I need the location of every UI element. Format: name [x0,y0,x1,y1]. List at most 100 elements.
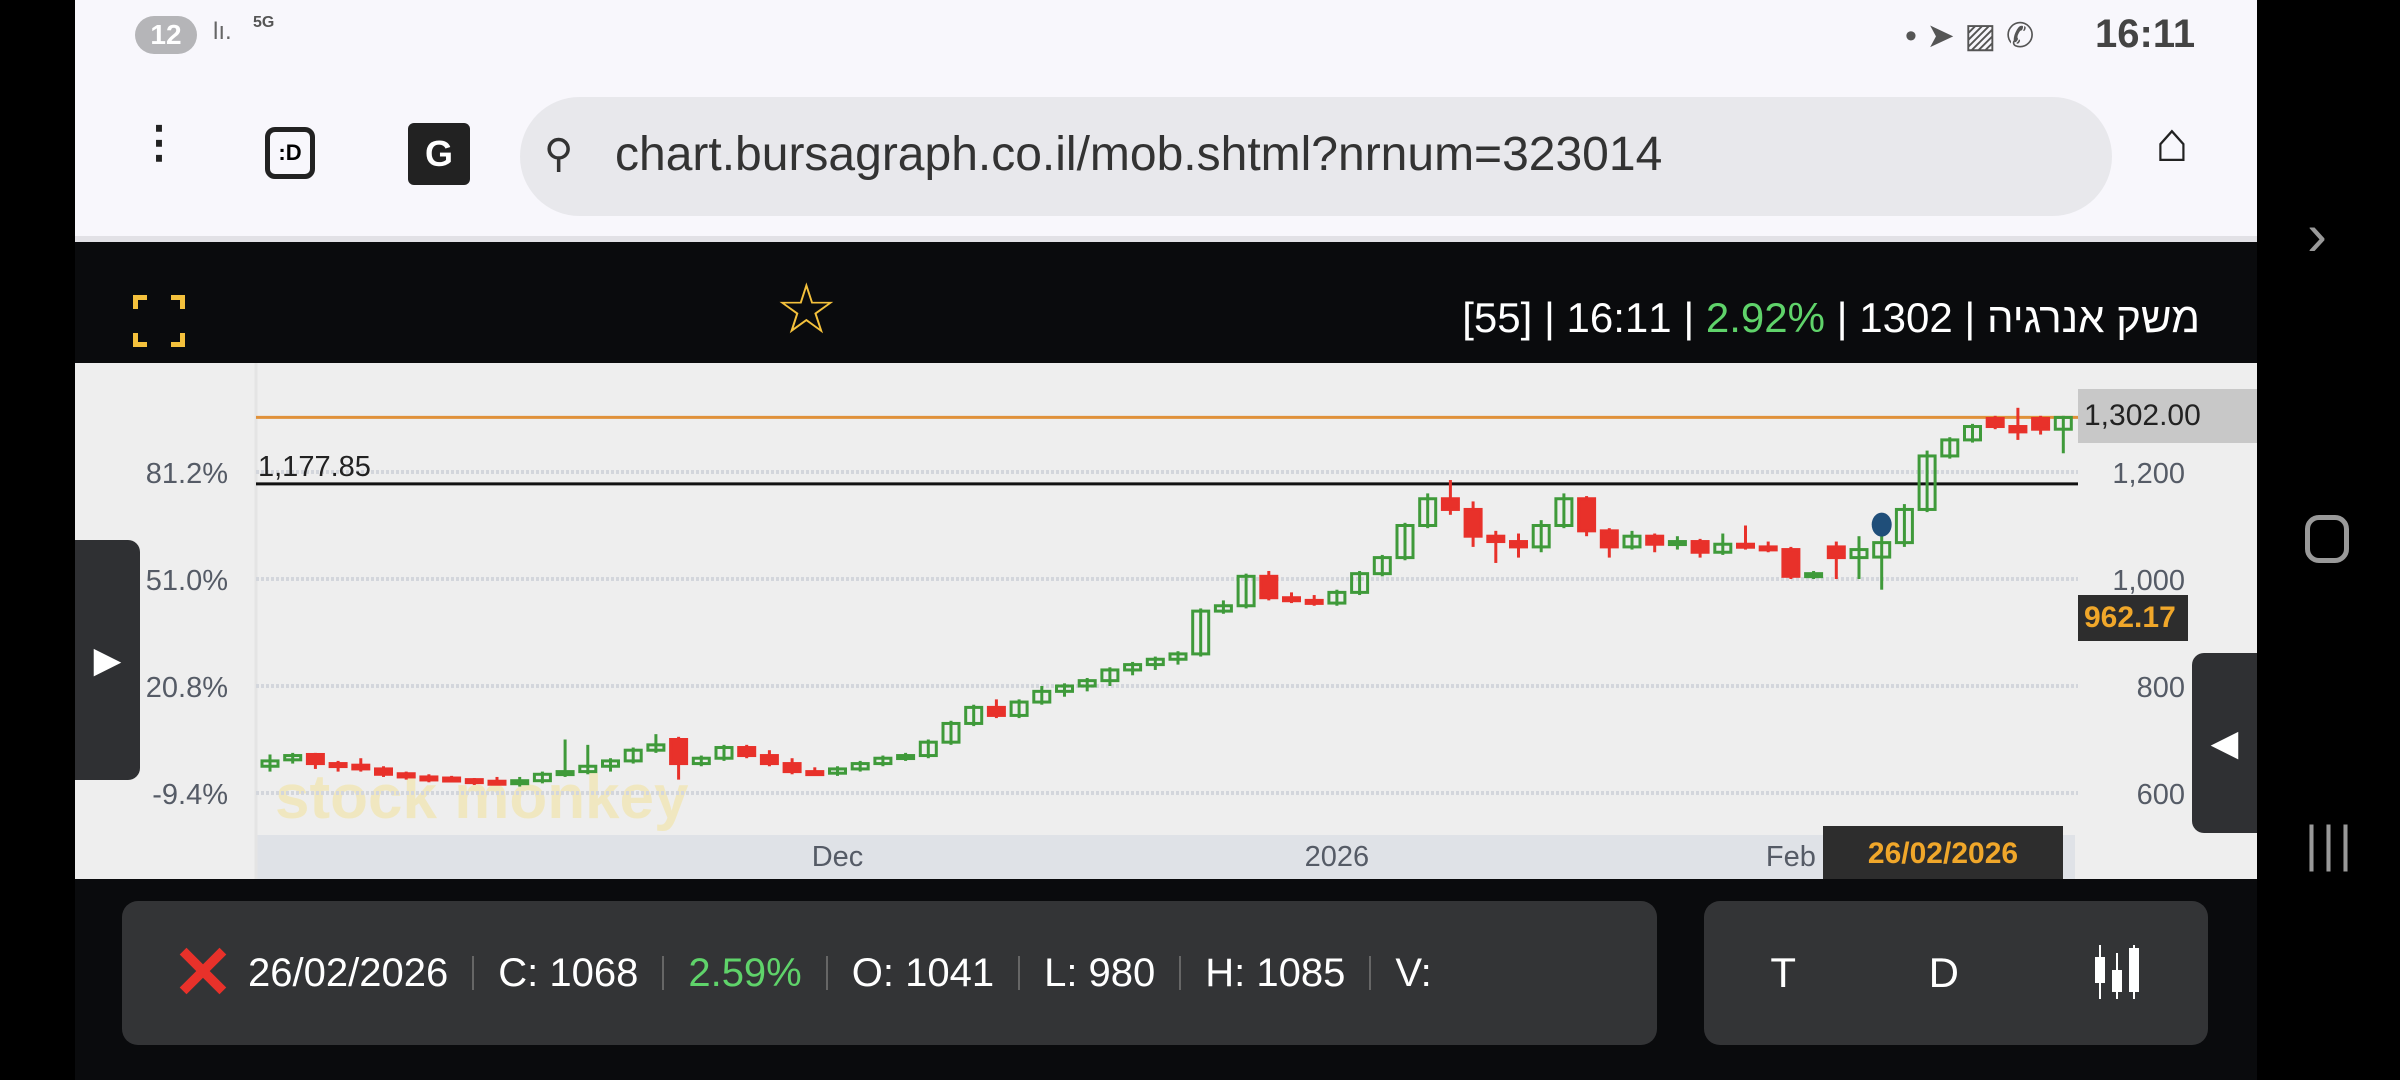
candle-down [1486,534,1506,544]
candle-up [1667,540,1687,547]
y-tick-label: 1,000 [2112,565,2185,597]
candle-up [1350,572,1370,594]
candle-down [1304,598,1324,605]
candle-info-panel: ✕ 26/02/2026 C: 1068 2.59% O: 1041 L: 98… [122,901,1657,1045]
info-change: 2.59% [688,950,802,995]
candle-up [1849,548,1869,560]
candle-up [1213,604,1233,613]
pct-tick-label: 81.2% [146,458,228,490]
candle-down [1509,540,1528,549]
cursor-date-label: 26/02/2026 [1823,826,2063,879]
candle-up [510,779,530,786]
candle-down [805,770,825,777]
info-open: O: 1041 [851,950,995,995]
site-settings-icon[interactable]: ⚲ [544,132,574,176]
home-icon[interactable]: ⌂ [2155,110,2189,173]
chart-area[interactable]: stock monkey 600 -9.4% 800 20.8% 1,000 51.0% 1,… [75,363,2257,879]
candle-up [1055,684,1074,693]
network-type: 5G [253,14,275,31]
candle-up [532,772,552,783]
candle-down [1463,507,1483,538]
candle-down [2008,425,2028,434]
url-text[interactable]: chart.bursagraph.co.il/mob.shtml?nrnum=3… [615,128,1663,181]
favorite-star-icon[interactable]: ☆ [775,270,838,348]
candlestick-type-icon[interactable] [2092,943,2142,1003]
fullscreen-icon[interactable] [133,295,185,347]
candle-up [1372,556,1392,576]
candle-up [1622,534,1642,549]
candle-down [1781,548,1801,578]
chart-tools: T D [1704,901,2208,1045]
candle-down [351,763,371,771]
forward-icon[interactable]: › [2307,201,2327,268]
x-tick-label: 2026 [1305,841,1370,873]
candle-down [986,705,1006,717]
candle-up [2053,415,2073,431]
candle-down [1259,574,1279,600]
x-tick-label: Feb [1766,841,1816,873]
candle-down [1282,596,1301,603]
candle-up [1554,497,1574,527]
candle-down [374,767,393,776]
notification-count-badge: 12 [135,16,197,54]
candle-up [1077,679,1097,688]
candle-up [555,770,575,777]
candle-up [1395,524,1415,560]
candle-down [442,776,462,783]
recent-apps-icon[interactable]: ||| [2305,816,2356,872]
candle-up [1963,425,1982,442]
candle-up [1917,454,1937,511]
candle-down [1599,529,1619,549]
candle-up [828,767,847,775]
x-tick-label: Dec [812,841,864,873]
pct-tick-label: 51.0% [146,565,228,597]
candle-down [1736,542,1755,549]
time: 16:11 [1566,294,1672,341]
status-bar: 12 lı. 5G • ➤ ▨ ✆ 16:11 [75,0,2257,69]
home-nav-icon[interactable] [2305,515,2349,563]
candle-up [691,756,711,766]
pct-tick-label: 20.8% [146,672,228,704]
y-tick-label: 600 [2137,779,2185,811]
candle-down [1758,545,1778,552]
d-button[interactable]: D [1928,949,1959,996]
security-title: [55] | 16:11 | 2.92% | 1302 | משק אנרגיה [1462,294,2200,341]
candle-down [419,775,439,782]
info-close: C: 1068 [498,950,639,995]
candle-down [1577,497,1597,533]
y-tick-label: 1,200 [2112,458,2185,490]
candle-up [1327,590,1347,605]
close-icon[interactable]: ✕ [172,931,235,1014]
candle-up [714,746,734,760]
candle-up [1123,663,1143,672]
address-bar[interactable]: ⚲ chart.bursagraph.co.il/mob.shtml?nrnum… [520,97,2112,216]
candle-up [1940,438,1960,458]
candle-up [850,762,870,771]
candle-down [305,752,325,766]
candle-up [1145,657,1165,667]
candle-up [918,740,938,758]
candle-up [1894,507,1914,545]
menu-icon[interactable]: ⋮ [137,118,181,167]
cursor-price-label: 962.17 [2078,595,2188,641]
clock: 16:11 [2095,12,2196,56]
t-button[interactable]: T [1770,949,1796,996]
candlestick-chart[interactable]: stock monkey 600 -9.4% 800 20.8% 1,000 51.0% 1,… [75,363,2257,879]
x-axis-band [256,835,2075,879]
candle-up [578,764,598,774]
expand-left-panel-button[interactable]: ▶ [75,540,140,780]
candle-down [1826,545,1846,560]
price: 1302 [1859,294,1953,341]
candle-up [1531,524,1551,549]
candle-down [487,779,507,786]
expand-right-panel-button[interactable]: ◀ [2192,653,2257,833]
candle-down [2031,417,2051,431]
translate-icon[interactable]: G [408,123,470,185]
candle-up [283,754,303,762]
candle-up [601,759,620,768]
extension-icon[interactable]: :D [265,127,315,179]
bottom-bar: ✕ 26/02/2026 C: 1068 2.59% O: 1041 L: 98… [75,879,2257,1080]
info-volume: V: [1395,950,1432,995]
y-tick-label: 800 [2137,672,2185,704]
candle-down [782,762,802,774]
